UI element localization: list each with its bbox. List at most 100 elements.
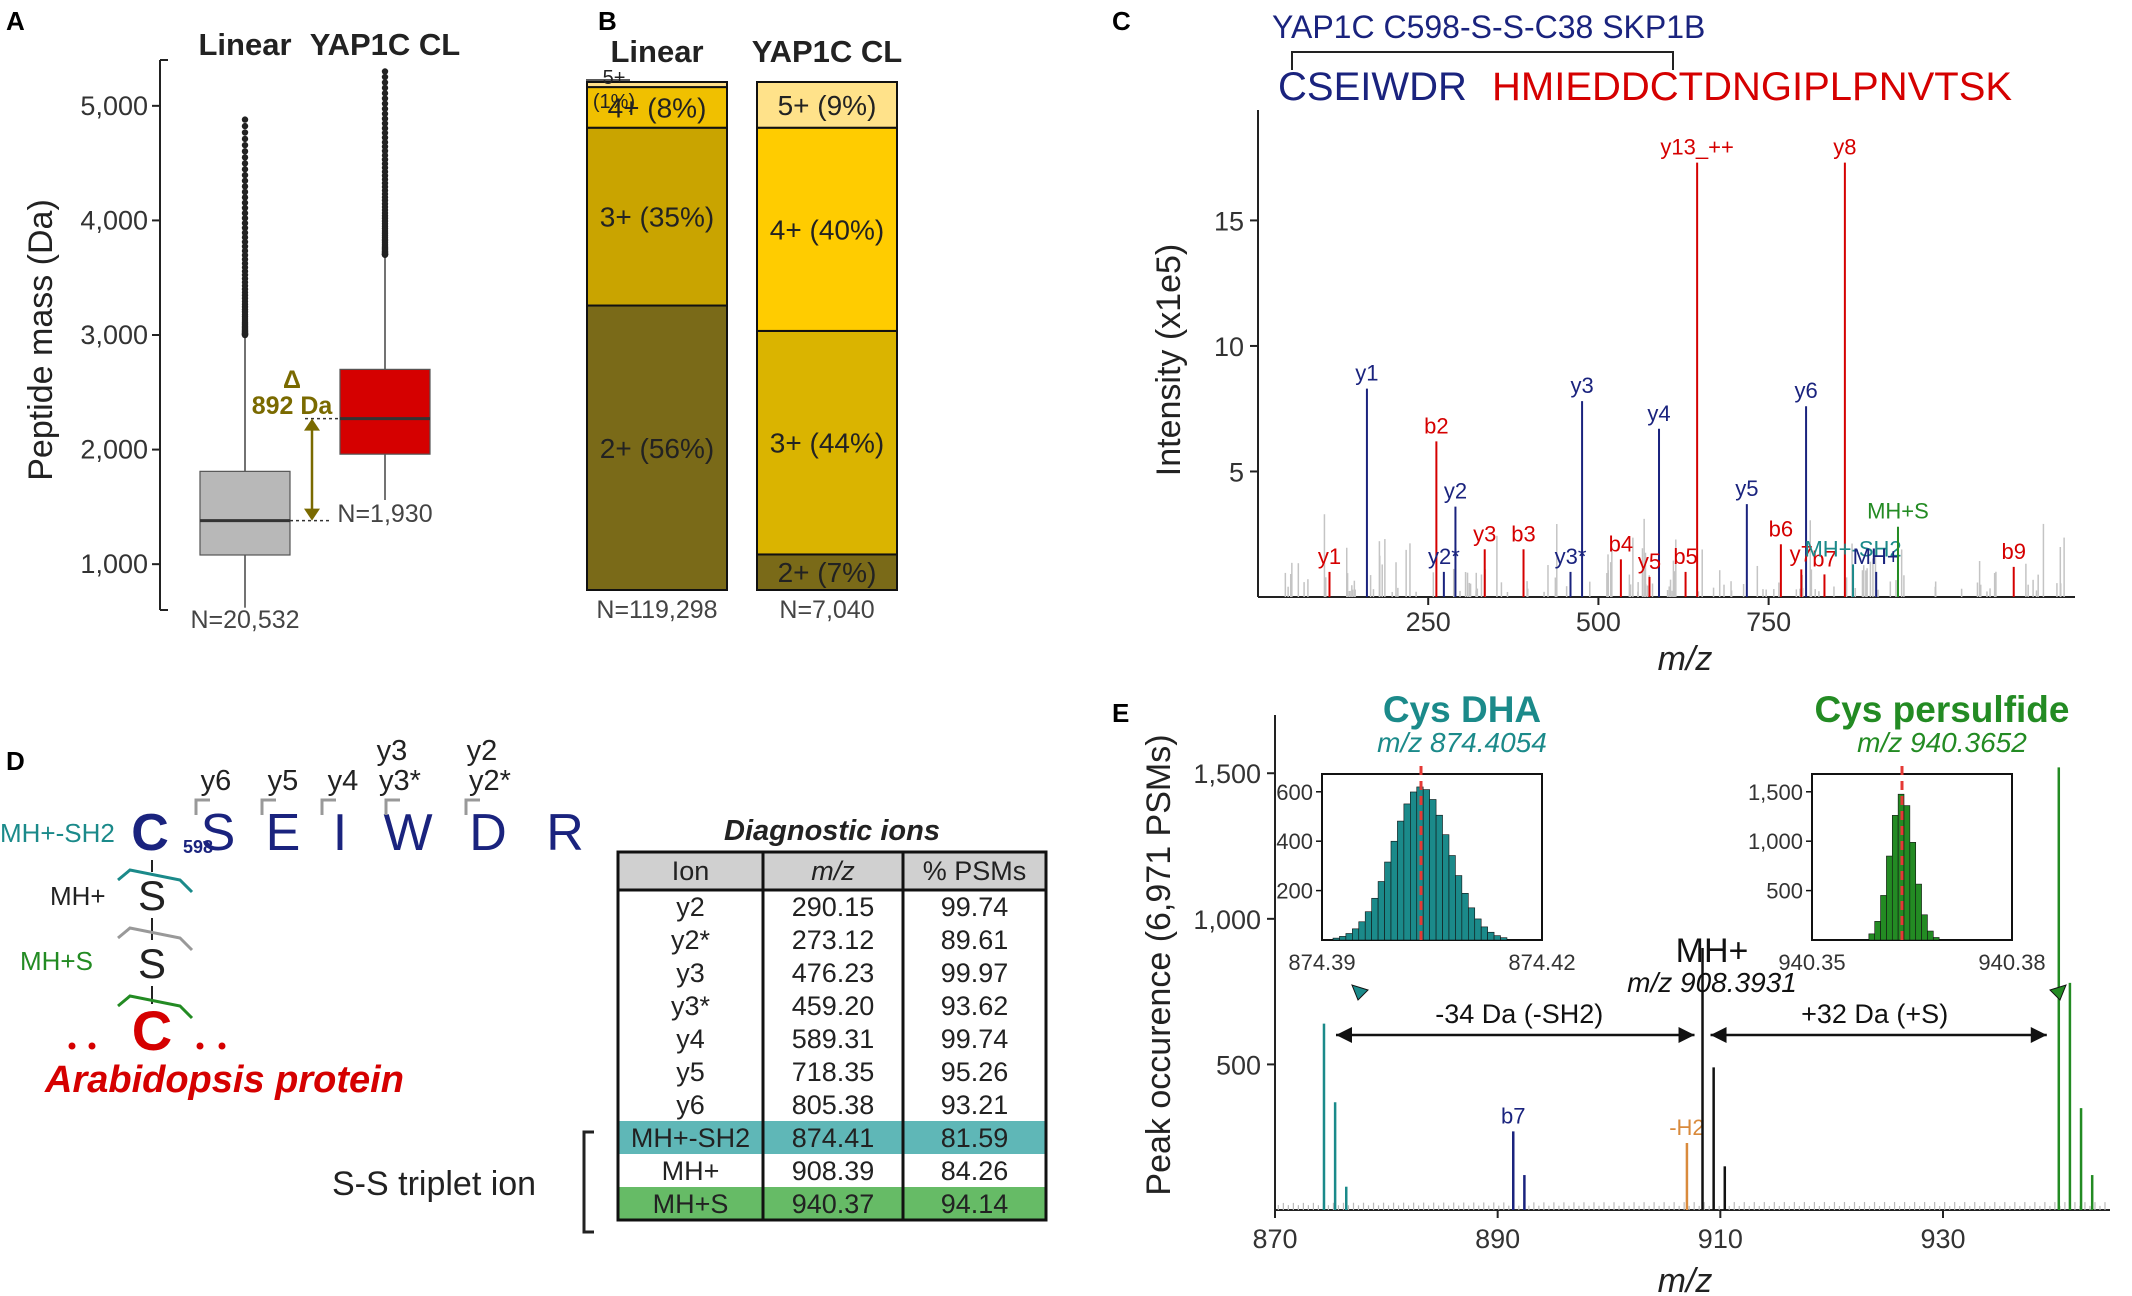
- e-inset-ytick-label: 1,500: [1748, 780, 1803, 805]
- b-bar-segment: [756, 553, 898, 592]
- a-ytick-label: 3,000: [80, 320, 148, 350]
- d-ellipsis-dot: [218, 1042, 226, 1050]
- e-inset-ytick-label: 200: [1276, 879, 1313, 904]
- b-segment-label: 3+ (35%): [600, 202, 714, 233]
- a-delta-arrowhead-up: [304, 418, 320, 431]
- a-outlier-dot: [241, 194, 249, 201]
- d-table-header-cell: m/z: [811, 856, 855, 886]
- a-outlier-dot: [241, 224, 249, 232]
- e-ylabel: Peak occurence (6,971 PSMs): [1140, 734, 1178, 1195]
- d-table-cell-psm: 94.14: [941, 1189, 1009, 1219]
- e-peak-label: b7: [1501, 1103, 1525, 1128]
- e-inset-histogram-bar: [1377, 881, 1385, 941]
- d-frag-label: y3: [377, 735, 408, 767]
- d-residue: D: [469, 804, 507, 862]
- b-category-label: YAP1C CL: [752, 34, 902, 69]
- d-table-cell-mz: 459.20: [792, 991, 875, 1021]
- a-outlier-dot: [381, 120, 389, 127]
- d-table-cell-psm: 99.97: [941, 958, 1009, 988]
- panel-letter-b: B: [598, 6, 617, 36]
- a-delta-symbol: Δ: [283, 366, 301, 394]
- a-outlier-dot: [241, 116, 249, 123]
- d-table-cell-ion: y2*: [671, 925, 711, 955]
- a-ytick-label: 5,000: [80, 91, 148, 121]
- e-inset-histogram-bar: [1874, 921, 1881, 941]
- e-inset-histogram-bar: [1891, 815, 1899, 941]
- d-frag-label: y6: [201, 765, 232, 797]
- e-inset-histogram-bar: [1868, 933, 1876, 941]
- a-outlier-dot: [241, 135, 249, 143]
- a-outlier-dot: [241, 234, 249, 241]
- e-xtick-label: 870: [1252, 1224, 1297, 1254]
- d-cleavage-green: [117, 994, 194, 1020]
- b-bar-segment: [586, 81, 728, 89]
- d-sulfur-1: S: [138, 872, 166, 919]
- d-table-border: [616, 850, 1048, 1222]
- d-table-header-bg: [618, 852, 1046, 890]
- e-inset-histogram-bar: [1442, 834, 1450, 941]
- e-inset-histogram-bar: [1468, 907, 1476, 941]
- d-frag-label: y5: [268, 765, 299, 797]
- e-inset-histogram-bar: [1909, 842, 1917, 941]
- a-ylabel: Peptide mass (Da): [22, 199, 60, 481]
- e-left-arrow-label: -34 Da (-SH2): [1435, 999, 1603, 1029]
- c-peak-label: y5: [1638, 549, 1661, 574]
- a-outlier-dot: [381, 129, 389, 137]
- d-frag-bracket: [320, 798, 336, 815]
- d-protein-label: Arabidopsis protein: [44, 1059, 404, 1101]
- c-crosslink-bracket: [1291, 51, 1674, 70]
- d-residue: I: [333, 804, 347, 862]
- d-table-header-cell: % PSMs: [923, 856, 1027, 886]
- a-ytick-label: 1,000: [80, 549, 148, 579]
- a-outlier-dot: [241, 229, 249, 236]
- e-ytick-label: 500: [1216, 1050, 1261, 1080]
- d-table-cell-mz: 290.15: [792, 892, 875, 922]
- e-inset-histogram-bar: [1487, 931, 1495, 941]
- b-segment-label: 3+ (44%): [770, 428, 884, 459]
- a-outlier-dot: [381, 139, 389, 146]
- a-outlier-dot: [241, 129, 249, 136]
- a-ytick-label: 4,000: [80, 205, 148, 235]
- e-inset-histogram-bar: [1364, 911, 1372, 941]
- c-peak-label: b7: [1812, 546, 1836, 571]
- a-outlier-dot: [241, 183, 249, 190]
- c-peak-label: y3: [1570, 373, 1593, 398]
- e-inset-histogram-bar: [1435, 814, 1443, 941]
- d-table-cell-psm: 99.74: [941, 1024, 1009, 1054]
- d-frag-label: y2*: [469, 765, 511, 797]
- d-table-cell-psm: 84.26: [941, 1156, 1009, 1186]
- a-outlier-dot: [241, 177, 249, 184]
- a-box: [339, 368, 431, 455]
- d-table-cell-psm: 81.59: [941, 1123, 1009, 1153]
- c-xtick-label: 750: [1746, 607, 1791, 637]
- a-outlier-dot: [241, 148, 249, 155]
- d-table-cell-psm: 93.21: [941, 1090, 1009, 1120]
- c-peak-label: y5: [1735, 476, 1758, 501]
- e-left-arrowhead-b: [1678, 1027, 1695, 1043]
- d-ellipsis-dot: [196, 1042, 204, 1050]
- c-peak-label: y3: [1473, 521, 1496, 546]
- a-outlier-dot: [381, 125, 389, 132]
- e-ytick-label: 1,500: [1193, 759, 1261, 789]
- e-inset-histogram-bar: [1480, 926, 1488, 941]
- a-outlier-dot: [241, 247, 249, 255]
- b-segment-label: 4+ (8%): [608, 92, 707, 123]
- c-peak-label: y4: [1647, 401, 1670, 426]
- e-pointer-green: [2049, 984, 2067, 1001]
- b-bar-segment: [586, 304, 728, 591]
- d-label-mh: MH+: [50, 881, 106, 911]
- d-table-cell-ion: MH+: [662, 1156, 720, 1186]
- e-xtick-label: 930: [1920, 1224, 1965, 1254]
- panel-a-boxplot: 1,000 2,000 3,000 4,000 5,000 Peptide mass (D…: [22, 27, 460, 634]
- panel-letter-a: A: [6, 6, 25, 36]
- d-table-cell-ion: MH+-SH2: [631, 1123, 750, 1153]
- c-xlabel: m/z: [1658, 640, 1713, 678]
- a-outlier-dot: [241, 154, 249, 161]
- c-peak-label: y13_++: [1660, 135, 1733, 160]
- d-frag-label: y4: [328, 765, 359, 797]
- panel-letter-e: E: [1112, 698, 1129, 728]
- e-inset-histogram-bar: [1410, 791, 1418, 941]
